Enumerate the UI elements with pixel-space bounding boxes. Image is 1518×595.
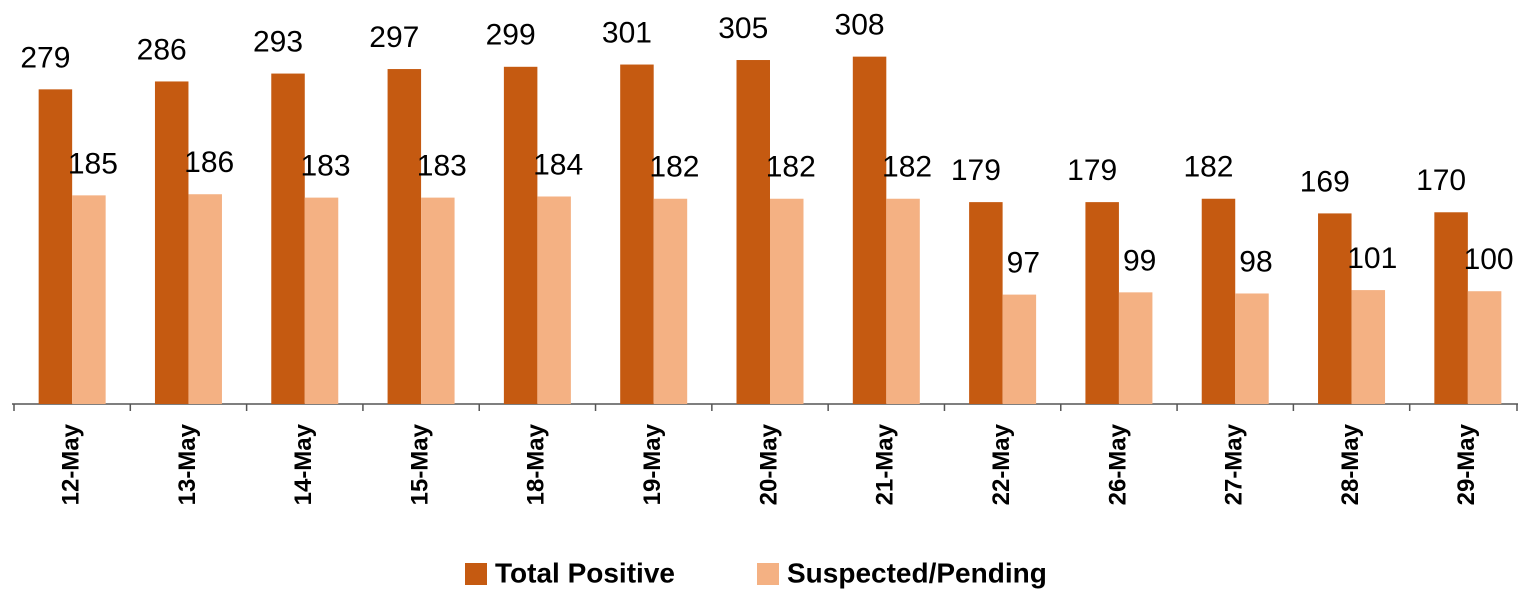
bar [620, 64, 654, 405]
bar [736, 60, 770, 405]
x-tick-label: 27-May [1221, 423, 1248, 505]
bar [1351, 290, 1386, 404]
x-tick-label: 22-May [988, 423, 1015, 505]
bar [188, 194, 222, 404]
data-label: 186 [184, 146, 234, 179]
bar [387, 69, 422, 405]
data-label: 293 [253, 25, 303, 58]
x-tick-label: 13-May [174, 423, 201, 505]
x-tick-label: 20-May [755, 423, 782, 505]
data-label: 170 [1416, 164, 1466, 197]
x-tick-label: 15-May [406, 423, 433, 505]
bar [537, 196, 571, 404]
bar [1467, 291, 1502, 404]
data-label: 182 [649, 151, 699, 184]
bar [770, 198, 804, 404]
data-label: 179 [951, 154, 1001, 187]
bar [304, 197, 339, 404]
data-label: 299 [486, 19, 536, 52]
data-label: 183 [417, 150, 467, 183]
data-label: 99 [1123, 244, 1156, 277]
data-label: 179 [1067, 154, 1117, 187]
bar [1118, 292, 1153, 404]
bar [969, 202, 1003, 404]
data-label: 182 [882, 151, 932, 184]
data-label: 305 [718, 12, 768, 45]
legend-swatch [465, 563, 487, 585]
data-label: 182 [1183, 151, 1233, 184]
data-label: 182 [766, 151, 816, 184]
x-tick-label: 26-May [1104, 423, 1131, 505]
bar [421, 197, 455, 404]
bar [1318, 213, 1352, 404]
bar [38, 89, 73, 404]
x-tick-label: 14-May [290, 423, 317, 505]
data-label: 308 [835, 9, 885, 42]
data-label: 184 [533, 148, 583, 181]
data-label: 98 [1239, 245, 1272, 278]
bar [1085, 202, 1119, 404]
data-label: 185 [68, 147, 118, 180]
data-label: 101 [1347, 242, 1397, 275]
bar [1235, 293, 1269, 404]
x-tick-label: 18-May [523, 423, 550, 505]
bar [503, 66, 538, 405]
x-tick-label: 28-May [1337, 423, 1364, 505]
x-tick-label: 19-May [639, 423, 666, 505]
data-label: 169 [1300, 165, 1350, 198]
x-tick-label: 29-May [1453, 423, 1480, 505]
bar [271, 73, 305, 405]
data-label: 97 [1007, 247, 1040, 280]
data-label: 297 [369, 21, 419, 54]
legend-label: Suspected/Pending [787, 557, 1047, 588]
legend-swatch [757, 563, 779, 585]
bar [72, 195, 106, 404]
data-label: 183 [300, 150, 350, 183]
bar [852, 56, 887, 405]
legend-label: Total Positive [495, 557, 675, 588]
data-label: 279 [20, 41, 70, 74]
bar [1434, 212, 1468, 404]
data-label: 286 [137, 33, 187, 66]
data-label: 100 [1464, 243, 1514, 276]
x-tick-label: 12-May [57, 423, 84, 505]
bar [653, 198, 688, 404]
bar [1002, 294, 1037, 404]
x-tick-label: 21-May [872, 423, 899, 505]
bar [1201, 198, 1236, 404]
data-label: 301 [602, 16, 652, 49]
bar [886, 198, 920, 404]
bar [154, 81, 189, 404]
